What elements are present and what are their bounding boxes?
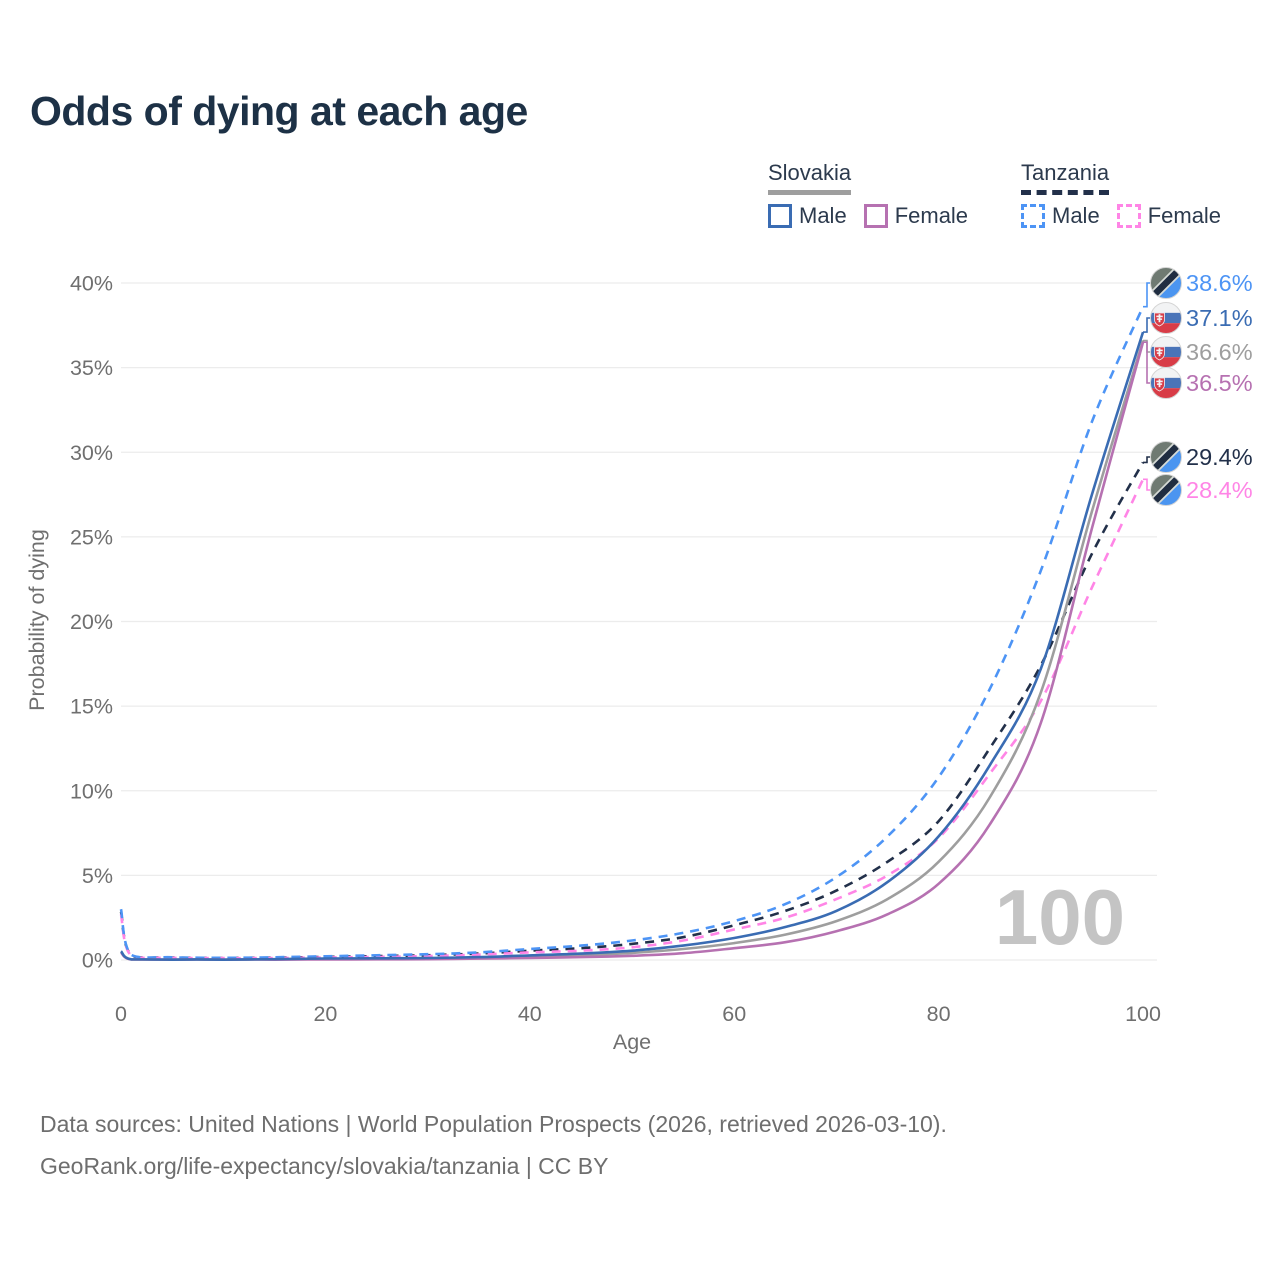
- legend-swatch-slovakia-male: [768, 204, 792, 228]
- end-value-label-tanzania-female: 28.4%: [1186, 477, 1253, 503]
- end-value-label-slovakia-both: 36.6%: [1186, 339, 1253, 365]
- y-tick-label: 30%: [70, 441, 113, 465]
- age-hover-indicator: 100: [995, 873, 1125, 961]
- y-tick-label: 0%: [82, 949, 113, 973]
- x-tick-label: 80: [927, 1002, 951, 1026]
- end-label-connector-tanzania-male: [1143, 282, 1151, 308]
- end-label-connector-tanzania-both: [1143, 456, 1151, 464]
- legend-item-label: Male: [799, 203, 847, 228]
- legend-swatch-slovakia-female: [863, 204, 888, 228]
- legend-country-label-slovakia: Slovakia: [768, 160, 852, 195]
- tanzania-flag-icon: [1150, 474, 1182, 506]
- y-tick-label: 35%: [70, 356, 113, 380]
- y-tick-label: 40%: [70, 272, 113, 296]
- y-tick-label: 10%: [70, 779, 113, 803]
- slovakia-flag-icon: [1150, 302, 1182, 334]
- legend-item-label: Female: [894, 203, 969, 228]
- end-value-label-tanzania-male: 38.6%: [1186, 270, 1253, 296]
- end-value-label-slovakia-male: 37.1%: [1186, 305, 1253, 331]
- end-label-connector-slovakia-male: [1143, 317, 1151, 333]
- footer: Data sources: United Nations | World Pop…: [40, 1103, 947, 1187]
- page-title: Odds of dying at each age: [30, 88, 528, 134]
- x-axis-title: Age: [613, 1030, 651, 1054]
- legend-swatch-tanzania-male: [1021, 204, 1045, 228]
- y-tick-label: 25%: [70, 525, 113, 549]
- legend-item-label: Male: [1052, 203, 1100, 228]
- tanzania-flag-icon: [1150, 441, 1182, 473]
- end-value-label-slovakia-female: 36.5%: [1186, 370, 1253, 396]
- footer-data-sources: Data sources: United Nations | World Pop…: [40, 1111, 947, 1137]
- series-line-tanzania-both[interactable]: [119, 461, 1145, 960]
- tanzania-flag-icon: [1150, 267, 1182, 299]
- end-label-connector-slovakia-female: [1143, 341, 1151, 384]
- x-tick-label: 40: [518, 1002, 542, 1026]
- slovakia-flag-icon: [1150, 367, 1182, 399]
- series-line-slovakia-male[interactable]: [120, 331, 1145, 962]
- x-tick-label: 0: [115, 1002, 127, 1026]
- series-line-slovakia-female[interactable]: [120, 341, 1145, 962]
- y-tick-label: 5%: [82, 864, 113, 888]
- legend-group-slovakia: Slovakia Male Female: [768, 160, 985, 229]
- y-axis-title: Probability of dying: [25, 529, 49, 711]
- x-tick-label: 100: [1125, 1002, 1161, 1026]
- y-tick-label: 15%: [70, 695, 113, 719]
- series-line-tanzania-female[interactable]: [119, 478, 1145, 960]
- legend-item-slovakia-female[interactable]: Female: [863, 203, 969, 229]
- legend-group-tanzania: Tanzania Male Female: [1021, 160, 1238, 229]
- legend-item-slovakia-male[interactable]: Male: [768, 203, 847, 229]
- end-label-connector-tanzania-female: [1143, 478, 1151, 491]
- x-tick-label: 20: [313, 1002, 337, 1026]
- legend-item-tanzania-female[interactable]: Female: [1116, 203, 1222, 229]
- x-tick-label: 60: [722, 1002, 746, 1026]
- legend-country-label-tanzania: Tanzania: [1021, 160, 1110, 195]
- legend-swatch-tanzania-female: [1116, 204, 1141, 228]
- legend-item-label: Female: [1147, 203, 1222, 228]
- end-value-label-tanzania-both: 29.4%: [1186, 444, 1253, 470]
- series-line-slovakia-both[interactable]: [120, 340, 1145, 962]
- y-tick-label: 20%: [70, 610, 113, 634]
- slovakia-flag-icon: [1150, 336, 1182, 368]
- footer-attribution: GeoRank.org/life-expectancy/slovakia/tan…: [40, 1153, 609, 1179]
- series-line-tanzania-male[interactable]: [119, 306, 1145, 960]
- legend-item-tanzania-male[interactable]: Male: [1021, 203, 1100, 229]
